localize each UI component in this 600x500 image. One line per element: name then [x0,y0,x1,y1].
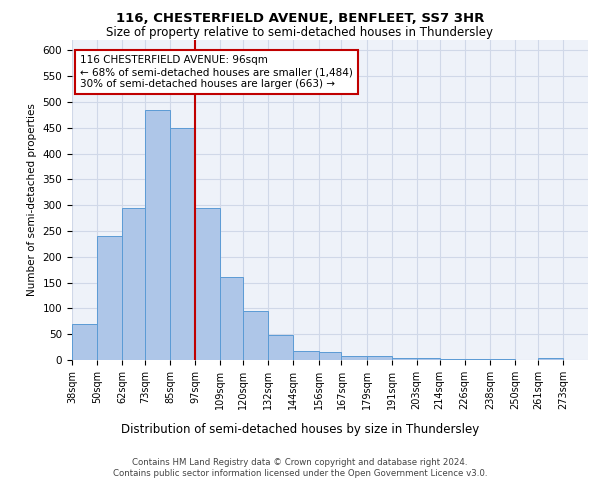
Text: 116, CHESTERFIELD AVENUE, BENFLEET, SS7 3HR: 116, CHESTERFIELD AVENUE, BENFLEET, SS7 … [116,12,484,26]
Y-axis label: Number of semi-detached properties: Number of semi-detached properties [27,104,37,296]
Bar [72,324,97,360]
Bar [490,359,515,360]
Bar [367,356,392,360]
Bar [170,128,195,360]
Text: 116 CHESTERFIELD AVENUE: 96sqm
← 68% of semi-detached houses are smaller (1,484): 116 CHESTERFIELD AVENUE: 96sqm ← 68% of … [80,56,353,88]
Text: Distribution of semi-detached houses by size in Thundersley: Distribution of semi-detached houses by … [121,422,479,436]
Bar [293,350,319,360]
Bar [122,208,145,360]
Bar [220,278,244,360]
Text: Contains HM Land Registry data © Crown copyright and database right 2024.
Contai: Contains HM Land Registry data © Crown c… [113,458,487,477]
Bar [465,359,490,360]
Bar [268,335,293,360]
Bar [145,110,170,360]
Text: Size of property relative to semi-detached houses in Thundersley: Size of property relative to semi-detach… [107,26,493,39]
Bar [392,358,416,360]
Bar [319,352,341,360]
Bar [440,359,465,360]
Bar [97,236,122,360]
Bar [341,356,367,360]
Bar [416,358,440,360]
Bar [538,358,563,360]
Bar [244,311,268,360]
Bar [195,208,220,360]
